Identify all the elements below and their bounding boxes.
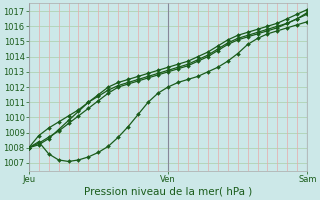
X-axis label: Pression niveau de la mer( hPa ): Pression niveau de la mer( hPa ) [84, 187, 252, 197]
